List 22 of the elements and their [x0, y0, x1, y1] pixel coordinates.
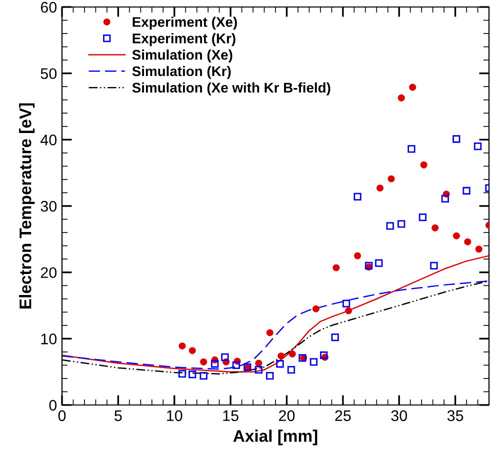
- legend-label: Experiment (Xe): [132, 16, 237, 30]
- y-tick-label: 60: [40, 2, 57, 13]
- x-tick-label: 15: [223, 410, 238, 422]
- x-tick-label: 10: [167, 410, 182, 422]
- x-tick-label: 30: [391, 410, 408, 422]
- x-tick-label: 35: [447, 410, 464, 422]
- y-tick-label: 20: [40, 267, 57, 278]
- x-tick-label: 0: [58, 410, 66, 422]
- y-tick-label: 30: [40, 200, 57, 212]
- y-tick-label: 0: [49, 400, 57, 411]
- y-tick-label: 40: [40, 134, 57, 146]
- legend-label: Simulation (Xe with Kr B-field): [132, 82, 330, 96]
- legend-label: Simulation (Kr): [132, 66, 231, 79]
- x-tick-label: 5: [114, 410, 122, 422]
- legend-label: Experiment (Kr): [132, 33, 236, 46]
- x-axis-title: Axial [mm]: [233, 430, 318, 446]
- y-tick-label: 10: [41, 334, 57, 344]
- x-tick-label: 20: [279, 410, 295, 422]
- y-axis-title: Electron Temperature [eV]: [19, 103, 35, 308]
- y-tick-label: 50: [40, 68, 57, 80]
- x-tick-label: 25: [335, 410, 351, 422]
- legend-label: Simulation (Xe): [132, 50, 232, 63]
